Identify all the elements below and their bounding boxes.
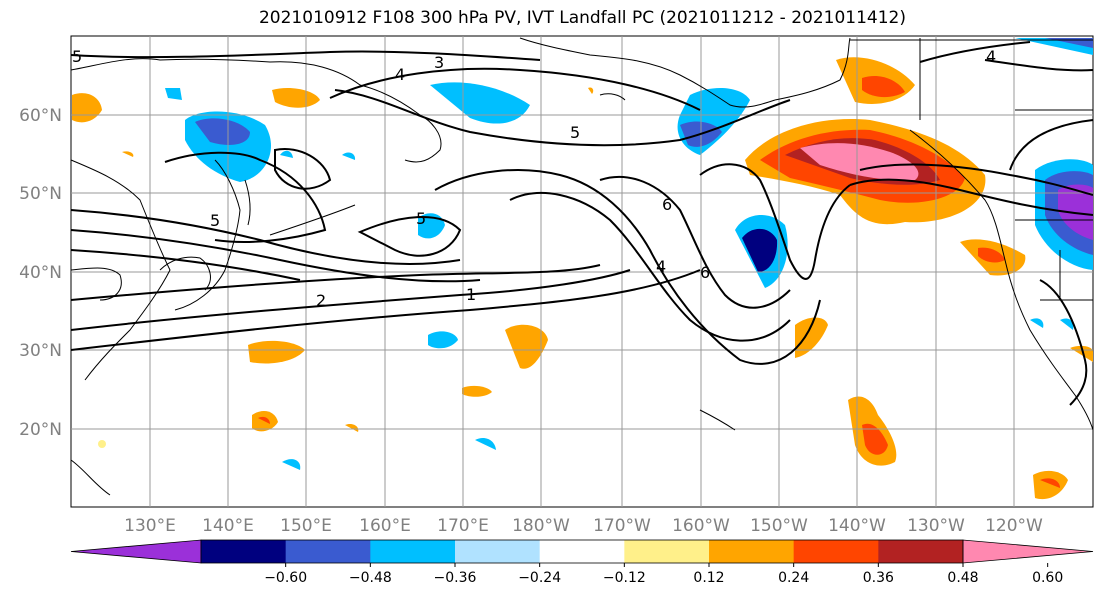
colorbar — [70, 539, 1094, 564]
lon-label: 120°W — [985, 516, 1043, 536]
lon-label: 170°E — [437, 516, 489, 536]
contour-label: 4 — [395, 65, 405, 84]
lat-label-50n: 50°N — [19, 184, 62, 204]
colorbar-tick-label: 0.60 — [1032, 570, 1063, 586]
colorbar-tick-label: −0.60 — [264, 570, 307, 586]
colorbar-extend-high — [962, 539, 1094, 564]
colorbar-segment — [878, 540, 964, 563]
lat-label-30n: 30°N — [19, 341, 62, 361]
colorbar-segment — [709, 540, 795, 563]
contour-label-group: 5 4 3 5 5 6 4 6 2 1 4 5 — [72, 47, 996, 310]
colorbar-tick-label: −0.12 — [603, 570, 646, 586]
contour-label: 4 — [986, 47, 996, 66]
colorbar-tick-label: 0.48 — [947, 570, 978, 586]
lon-label: 130°E — [124, 516, 176, 536]
lon-label: 160°E — [359, 516, 411, 536]
colorbar-tick-label: −0.24 — [518, 570, 561, 586]
lon-label: 150°W — [750, 516, 808, 536]
lon-label: 130°W — [907, 516, 965, 536]
contour-label: 2 — [316, 291, 326, 310]
contour-label: 4 — [656, 257, 666, 276]
contour-label: 5 — [72, 47, 82, 66]
lon-label: 180°W — [512, 516, 570, 536]
colorbar-segment — [285, 540, 371, 563]
lon-label: 160°W — [672, 516, 730, 536]
colorbar-segment — [455, 540, 541, 563]
contour-label: 6 — [662, 195, 672, 214]
colorbar-tick-label: 0.24 — [778, 570, 809, 586]
colorbar-segment — [201, 540, 287, 563]
lat-label-60n: 60°N — [19, 106, 62, 126]
colorbar-segment — [624, 540, 710, 563]
colorbar-segment — [539, 540, 625, 563]
colorbar-labels: −0.60 −0.48 −0.36 −0.24 −0.12 0.12 0.24 0.36 0.4… — [264, 563, 1063, 586]
colorbar-tick-label: 0.36 — [863, 570, 894, 586]
colorbar-extend-low — [70, 539, 202, 564]
contour-label: 6 — [700, 263, 710, 282]
lon-label: 170°W — [593, 516, 651, 536]
contour-label: 5 — [210, 211, 220, 230]
lat-label-40n: 40°N — [19, 263, 62, 283]
lon-label: 140°W — [828, 516, 886, 536]
lon-label: 140°E — [202, 516, 254, 536]
map-title: 2021010912 F108 300 hPa PV, IVT Landfall… — [258, 8, 906, 28]
colorbar-segment — [370, 540, 456, 563]
lon-label: 150°E — [280, 516, 332, 536]
colorbar-border — [200, 539, 964, 564]
latitude-labels: 60°N 50°N 40°N 30°N 20°N — [19, 106, 62, 440]
longitude-labels: 130°E 140°E 150°E 160°E 170°E 180°W 170°… — [124, 516, 1043, 536]
contour-label: 1 — [466, 285, 476, 304]
colorbar-tick-label: −0.48 — [349, 570, 392, 586]
lat-label-20n: 20°N — [19, 420, 62, 440]
colorbar-tick-label: −0.36 — [434, 570, 477, 586]
contour-label: 3 — [434, 53, 444, 72]
pv-contours — [70, 41, 1094, 406]
contour-label: 5 — [570, 123, 580, 142]
colorbar-segment — [793, 540, 879, 563]
coastlines — [70, 37, 1094, 496]
colorbar-tick-label: 0.12 — [693, 570, 724, 586]
contour-label: 5 — [416, 209, 426, 228]
